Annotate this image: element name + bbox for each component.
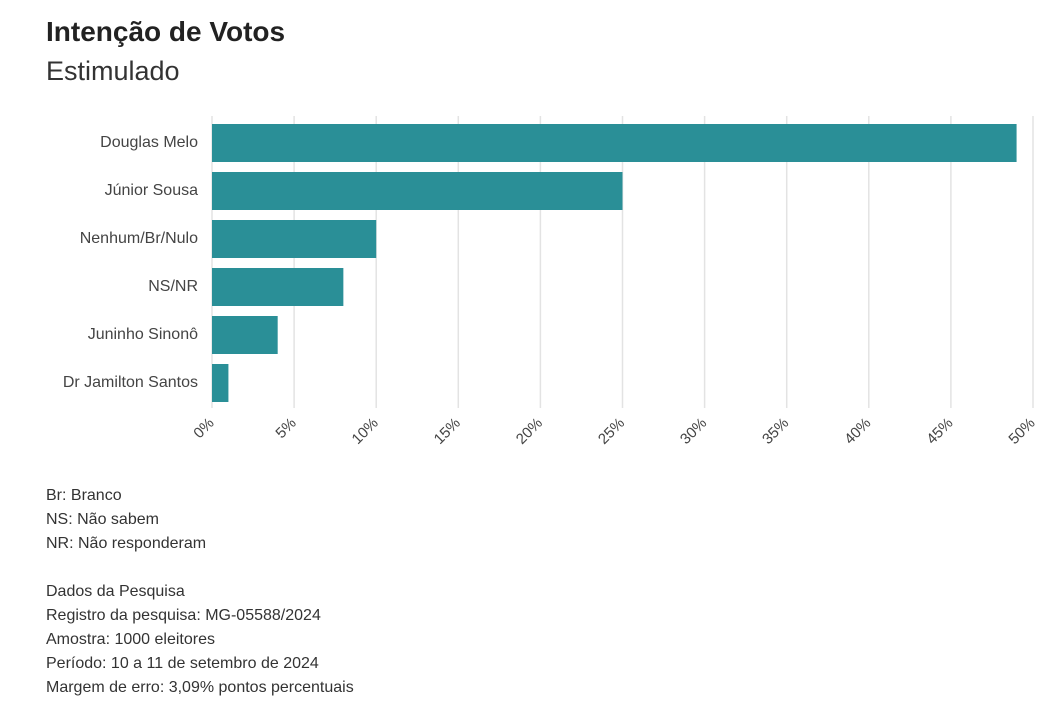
bar	[212, 220, 377, 258]
notes-spacer	[46, 556, 354, 580]
bar	[212, 124, 1017, 162]
category-label: Nenhum/Br/Nulo	[80, 230, 198, 247]
category-label: Júnior Sousa	[105, 182, 198, 199]
bars	[212, 124, 1017, 402]
survey-sample: Amostra: 1000 eleitores	[46, 631, 215, 648]
chart-title: Intenção de Votos	[46, 16, 286, 47]
survey-heading: Dados da Pesquisa	[46, 583, 185, 600]
bar	[212, 172, 623, 210]
chart-subtitle: Estimulado	[46, 56, 180, 86]
x-tick-label: 15%	[431, 415, 464, 448]
grid-lines	[211, 116, 1034, 408]
x-tick-label: 50%	[1005, 415, 1038, 448]
bar	[212, 268, 344, 306]
survey-margin: Margem de erro: 3,09% pontos percentuais	[46, 679, 354, 696]
x-tick-label: 0%	[190, 415, 217, 442]
x-tick-label: 40%	[841, 415, 874, 448]
bar	[212, 316, 278, 354]
category-label: Dr Jamilton Santos	[63, 374, 198, 391]
x-tick-label: 45%	[923, 415, 956, 448]
category-labels: Douglas Melo Júnior Sousa Nenhum/Br/Nulo NS…	[63, 134, 198, 391]
x-tick-labels: 0% 5% 10% 15% 20% 25% 30% 35% 40% 45% 50%	[190, 415, 1038, 448]
notes: Br: Branco NS: Não sabem NR: Não respond…	[46, 484, 354, 700]
x-tick-label: 5%	[272, 415, 299, 442]
x-tick-label: 10%	[349, 415, 382, 448]
category-label: Juninho Sinonô	[88, 326, 198, 343]
x-tick-label: 20%	[513, 415, 546, 448]
note-line: NR: Não responderam	[46, 535, 207, 552]
survey-period: Período: 10 a 11 de setembro de 2024	[46, 655, 319, 672]
x-tick-label: 35%	[759, 415, 792, 448]
category-label: Douglas Melo	[100, 134, 198, 151]
x-tick-label: 25%	[595, 415, 628, 448]
note-line: NS: Não sabem	[46, 511, 159, 528]
bar	[212, 364, 229, 402]
category-label: NS/NR	[148, 278, 198, 295]
note-line: Br: Branco	[46, 487, 122, 504]
x-tick-label: 30%	[677, 415, 710, 448]
survey-registration: Registro da pesquisa: MG-05588/2024	[46, 607, 321, 624]
